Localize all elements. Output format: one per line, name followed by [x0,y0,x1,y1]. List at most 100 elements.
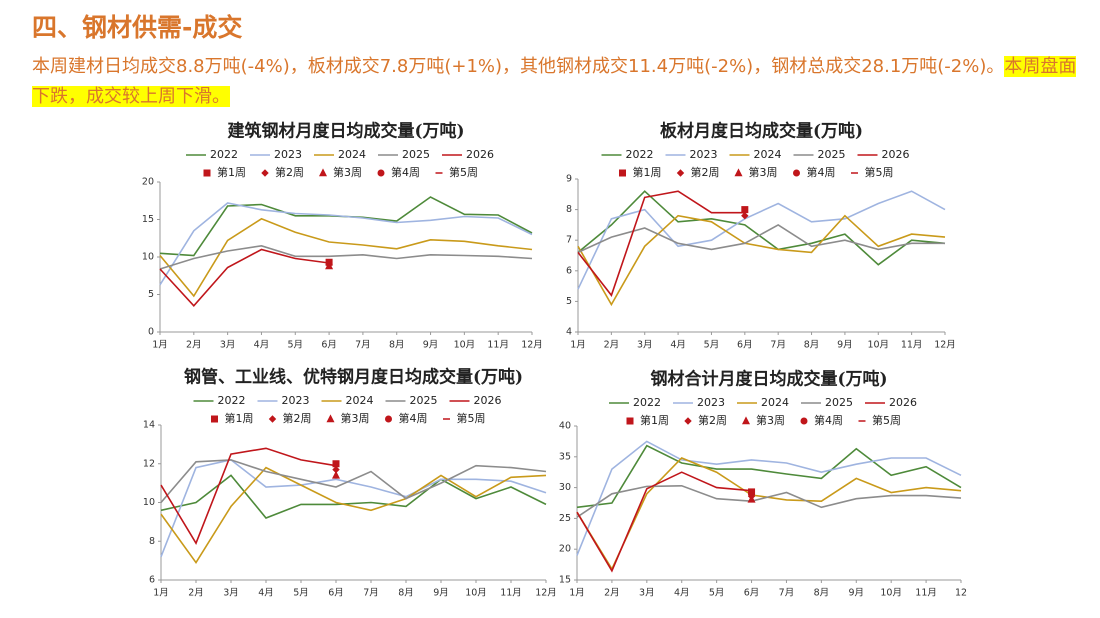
x-tick-label: 10月 [880,588,902,599]
legend-label: 2024 [761,396,789,409]
series-line [160,459,547,504]
legend-marker [268,415,277,423]
x-tick-label: 7月 [363,588,379,599]
series-line [577,214,946,307]
legend-label: 2022 [218,394,246,407]
y-tick-label: 20 [559,544,571,555]
summary: 本周建材日均成交8.8万吨(-4%)，板材成交7.8万吨(+1%)，其他钢材成交… [32,52,1077,112]
y-tick-label: 6 [149,575,155,586]
y-tick-label: 8 [566,204,572,215]
week-marker [332,460,340,468]
week-marker [747,494,756,503]
legend-label: 第2周 [691,165,720,179]
legend-marker [684,417,692,425]
y-tick-label: 6 [566,265,572,276]
week-marker [741,206,749,214]
week-marker [741,212,749,220]
x-tick-label: 3月 [220,340,236,351]
legend-label: 第3周 [749,165,778,179]
legend-marker [203,169,211,177]
series-line [577,190,745,297]
x-tick-label: 4月 [258,588,274,599]
week-marker [325,261,334,270]
x-tick-label: 3月 [639,588,655,599]
legend-marker [676,169,685,177]
y-tick-label: 35 [559,451,571,462]
x-tick-label: 8月 [804,340,820,351]
legend-label: 第3周 [333,165,362,179]
legend-marker [800,417,808,425]
legend-label: 第5周 [449,165,478,179]
x-tick-label: 10月 [465,588,487,599]
legend-marker [793,169,800,177]
x-tick-label: 4月 [674,588,690,599]
series-line [160,474,547,519]
series-line [577,190,946,266]
legend-label: 第1周 [640,413,669,427]
week-marker [331,470,341,479]
y-tick-label: 10 [143,497,155,508]
y-tick-label: 5 [566,296,572,307]
legend-label: 第4周 [391,165,420,179]
legend-label: 2024 [754,148,782,161]
x-tick-label: 1月 [152,340,168,351]
slide-title: 四、钢材供需-成交 [32,13,243,42]
series-line [576,457,962,571]
legend-marker [261,169,269,177]
y-tick-label: 15 [559,575,571,586]
x-tick-label: 11月 [915,588,937,599]
x-tick-label: 1月 [153,588,169,599]
legend-label: 2023 [690,148,718,161]
legend-label: 2022 [626,148,654,161]
series-line [577,190,946,290]
legend-marker [741,416,751,425]
x-tick-label: 5月 [709,588,725,599]
x-tick-label: 1月 [570,340,586,351]
legend-marker [318,168,328,177]
legend-label: 第2周 [275,165,304,179]
legend-label: 2022 [210,148,238,161]
x-tick-label: 7月 [355,340,371,351]
x-tick-label: 11月 [500,588,522,599]
x-tick-label: 11月 [901,340,923,351]
y-tick-label: 8 [149,536,155,547]
legend-label: 第2周 [283,411,312,425]
y-tick-label: 30 [559,482,571,493]
legend-marker [326,414,335,423]
x-tick-label: 12月 [521,340,543,351]
series-line [159,196,533,257]
x-tick-label: 8月 [389,340,405,351]
legend-marker [211,415,218,423]
x-tick-label: 2月 [604,588,620,599]
x-tick-label: 9月 [423,340,439,351]
legend-label: 2025 [402,148,430,161]
legend-label: 2023 [282,394,310,407]
summary-text: 本周建材日均成交8.8万吨(-4%)，板材成交7.8万吨(+1%)，其他钢材成交… [32,56,1005,77]
legend-label: 第5周 [865,165,894,179]
y-tick-label: 12 [143,458,155,469]
x-tick-label: 5月 [704,340,720,351]
y-tick-label: 15 [142,214,154,225]
legend-label: 2026 [466,148,494,161]
x-tick-label: 9月 [433,588,449,599]
series-line [160,466,547,565]
x-tick-label: 12 [955,588,967,599]
y-tick-label: 9 [566,174,572,185]
legend-label: 第3周 [756,413,785,427]
series-line [576,484,962,518]
chart-title: 钢材合计月度日均成交量(万吨) [650,369,887,390]
legend-marker [626,417,634,425]
y-tick-label: 10 [142,252,154,263]
chart-title: 板材月度日均成交量(万吨) [660,121,863,142]
x-tick-label: 2月 [186,340,202,351]
x-tick-label: 9月 [837,340,853,351]
x-tick-label: 8月 [398,588,414,599]
legend-marker [734,168,743,177]
legend-label: 2026 [882,148,910,161]
legend-label: 第3周 [341,411,370,425]
x-tick-label: 4月 [254,340,270,351]
series-line [577,223,945,254]
series-line [576,471,752,573]
legend-marker [619,169,626,177]
